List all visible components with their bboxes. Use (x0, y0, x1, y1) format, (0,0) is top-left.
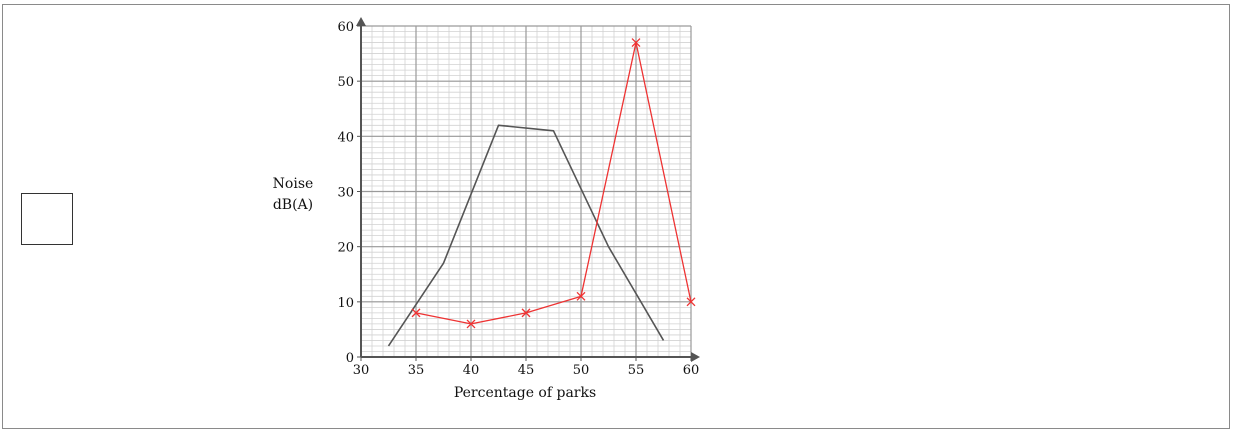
data-point-marker (411, 308, 421, 318)
marker-stroke (521, 308, 531, 318)
y-tick-label: 60 (337, 20, 354, 35)
y-tick-label: 30 (337, 186, 354, 201)
series-group (387, 38, 696, 347)
x-tick-label: 50 (573, 363, 590, 378)
marker-stroke (466, 319, 476, 329)
y-tick-label: 40 (337, 130, 354, 145)
marker-stroke (686, 297, 696, 307)
data-point-marker (576, 291, 586, 301)
x-tick-label: 45 (518, 363, 535, 378)
y-tick-label: 50 (337, 75, 354, 90)
question-frame (2, 4, 1230, 429)
marker-stroke (411, 308, 421, 318)
tick-labels: 30 35 40 45 50 55 60 0 10 20 30 40 50 60 (337, 20, 699, 378)
x-axis-label: Percentage of parks (454, 385, 596, 401)
marker-stroke (631, 38, 641, 48)
x-axis-arrow (691, 352, 700, 362)
x-tick-label: 55 (628, 363, 645, 378)
data-point-marker (686, 297, 696, 307)
data-point-marker (466, 319, 476, 329)
series-line-2 (415, 41, 692, 325)
y-tick-label: 20 (337, 241, 354, 256)
x-tick-label: 35 (408, 363, 425, 378)
y-axis-label-line-2: dB(A) (273, 197, 313, 213)
series-line-1 (387, 124, 665, 347)
y-tick-label: 10 (337, 296, 354, 311)
data-point-marker (521, 308, 531, 318)
answer-checkbox[interactable] (21, 193, 73, 245)
data-point-marker (631, 38, 641, 48)
x-tick-label: 40 (463, 363, 480, 378)
y-axis-label-line-1: Noise (273, 176, 314, 192)
x-tick-label: 30 (353, 363, 370, 378)
x-tick-label: 60 (683, 363, 700, 378)
marker-stroke (576, 291, 586, 301)
y-axis-arrow (356, 17, 366, 26)
y-tick-label: 0 (346, 351, 354, 366)
axes (356, 17, 700, 362)
